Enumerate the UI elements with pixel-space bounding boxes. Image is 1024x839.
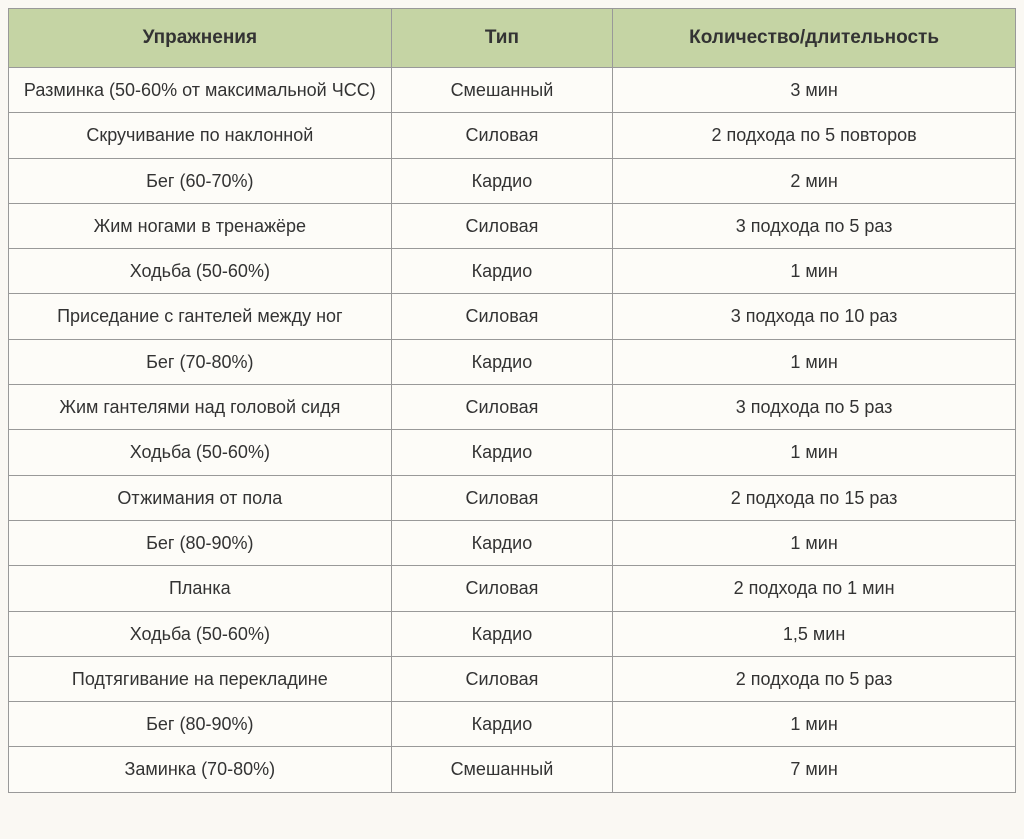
cell-type: Кардио (391, 520, 613, 565)
cell-exercise: Ходьба (50-60%) (9, 249, 392, 294)
cell-exercise: Скручивание по наклонной (9, 113, 392, 158)
table-body: Разминка (50-60% от максимальной ЧСС) См… (9, 68, 1016, 793)
table-row: Разминка (50-60% от максимальной ЧСС) См… (9, 68, 1016, 113)
cell-exercise: Приседание с гантелей между ног (9, 294, 392, 339)
workout-table: Упражнения Тип Количество/длительность Р… (8, 8, 1016, 793)
cell-exercise: Бег (80-90%) (9, 520, 392, 565)
cell-exercise: Жим ногами в тренажёре (9, 203, 392, 248)
table-row: Бег (60-70%) Кардио 2 мин (9, 158, 1016, 203)
cell-exercise: Жим гантелями над головой сидя (9, 385, 392, 430)
cell-type: Силовая (391, 566, 613, 611)
cell-exercise: Ходьба (50-60%) (9, 430, 392, 475)
header-quantity: Количество/длительность (613, 9, 1016, 68)
cell-type: Смешанный (391, 747, 613, 792)
cell-type: Кардио (391, 158, 613, 203)
cell-type: Кардио (391, 611, 613, 656)
table-row: Бег (80-90%) Кардио 1 мин (9, 520, 1016, 565)
cell-exercise: Планка (9, 566, 392, 611)
cell-exercise: Ходьба (50-60%) (9, 611, 392, 656)
cell-quantity: 1,5 мин (613, 611, 1016, 656)
table-row: Ходьба (50-60%) Кардио 1 мин (9, 249, 1016, 294)
cell-type: Кардио (391, 249, 613, 294)
cell-type: Силовая (391, 475, 613, 520)
table-row: Бег (70-80%) Кардио 1 мин (9, 339, 1016, 384)
cell-quantity: 2 подхода по 5 раз (613, 656, 1016, 701)
cell-quantity: 7 мин (613, 747, 1016, 792)
cell-type: Кардио (391, 702, 613, 747)
table-row: Заминка (70-80%) Смешанный 7 мин (9, 747, 1016, 792)
cell-quantity: 1 мин (613, 249, 1016, 294)
table-row: Ходьба (50-60%) Кардио 1,5 мин (9, 611, 1016, 656)
cell-quantity: 3 подхода по 10 раз (613, 294, 1016, 339)
cell-quantity: 2 подхода по 15 раз (613, 475, 1016, 520)
table-row: Жим гантелями над головой сидя Силовая 3… (9, 385, 1016, 430)
cell-quantity: 3 подхода по 5 раз (613, 203, 1016, 248)
table-row: Приседание с гантелей между ног Силовая … (9, 294, 1016, 339)
cell-quantity: 1 мин (613, 702, 1016, 747)
cell-type: Смешанный (391, 68, 613, 113)
table-row: Ходьба (50-60%) Кардио 1 мин (9, 430, 1016, 475)
cell-quantity: 2 мин (613, 158, 1016, 203)
table-row: Жим ногами в тренажёре Силовая 3 подхода… (9, 203, 1016, 248)
header-exercise: Упражнения (9, 9, 392, 68)
table-row: Скручивание по наклонной Силовая 2 подхо… (9, 113, 1016, 158)
cell-type: Силовая (391, 113, 613, 158)
cell-quantity: 3 подхода по 5 раз (613, 385, 1016, 430)
cell-type: Силовая (391, 656, 613, 701)
cell-exercise: Заминка (70-80%) (9, 747, 392, 792)
cell-type: Силовая (391, 203, 613, 248)
cell-type: Кардио (391, 339, 613, 384)
cell-exercise: Отжимания от пола (9, 475, 392, 520)
cell-exercise: Бег (80-90%) (9, 702, 392, 747)
table-row: Отжимания от пола Силовая 2 подхода по 1… (9, 475, 1016, 520)
table-header-row: Упражнения Тип Количество/длительность (9, 9, 1016, 68)
cell-exercise: Бег (60-70%) (9, 158, 392, 203)
cell-type: Кардио (391, 430, 613, 475)
table-row: Подтягивание на перекладине Силовая 2 по… (9, 656, 1016, 701)
cell-quantity: 2 подхода по 5 повторов (613, 113, 1016, 158)
cell-quantity: 1 мин (613, 339, 1016, 384)
cell-exercise: Бег (70-80%) (9, 339, 392, 384)
cell-quantity: 3 мин (613, 68, 1016, 113)
cell-quantity: 1 мин (613, 430, 1016, 475)
cell-quantity: 2 подхода по 1 мин (613, 566, 1016, 611)
table-row: Бег (80-90%) Кардио 1 мин (9, 702, 1016, 747)
table-row: Планка Силовая 2 подхода по 1 мин (9, 566, 1016, 611)
cell-exercise: Разминка (50-60% от максимальной ЧСС) (9, 68, 392, 113)
cell-type: Силовая (391, 294, 613, 339)
cell-exercise: Подтягивание на перекладине (9, 656, 392, 701)
cell-type: Силовая (391, 385, 613, 430)
header-type: Тип (391, 9, 613, 68)
cell-quantity: 1 мин (613, 520, 1016, 565)
